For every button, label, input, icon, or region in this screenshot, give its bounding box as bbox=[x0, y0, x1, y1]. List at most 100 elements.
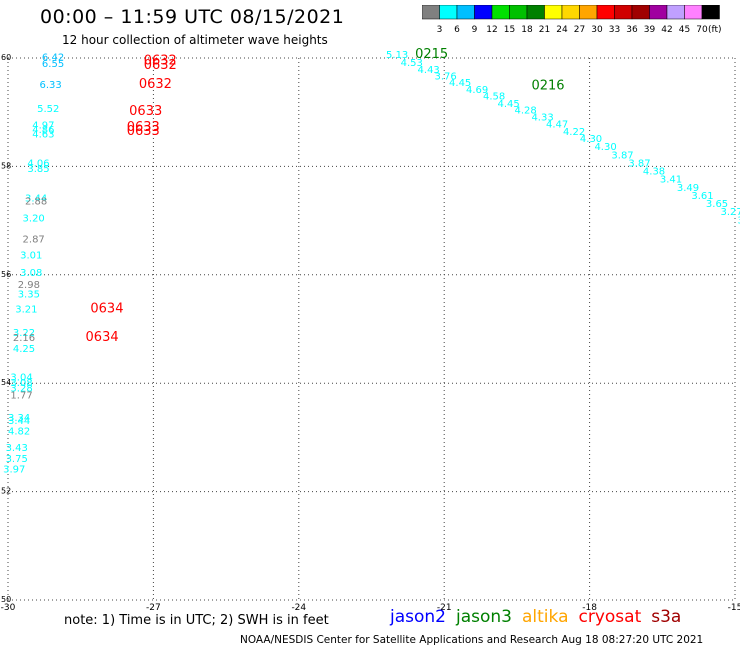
color-scale-label: 36 bbox=[626, 25, 638, 35]
color-scale-label: 30 bbox=[591, 25, 603, 35]
color-scale-label: 39 bbox=[644, 25, 656, 35]
lat-tick-label: 58 bbox=[1, 161, 11, 170]
lat-tick-label: 52 bbox=[1, 487, 11, 496]
color-scale-label: 42 bbox=[661, 25, 672, 35]
legend-item-altika: altika bbox=[522, 607, 569, 627]
wave-height-value: 4.45 bbox=[449, 78, 471, 89]
footer-note: note: 1) Time is in UTC; 2) SWH is in fe… bbox=[64, 613, 329, 628]
wave-height-value: 3.35 bbox=[18, 290, 40, 301]
wave-height-value: 3.44 bbox=[25, 194, 47, 205]
wave-height-value: 3.08 bbox=[20, 268, 42, 279]
color-scale-label: 45 bbox=[679, 25, 690, 35]
lon-tick-label: -15 bbox=[728, 603, 740, 613]
wave-height-value: 3.20 bbox=[23, 214, 45, 225]
wave-height-value: 3.41 bbox=[660, 175, 682, 186]
color-scale-label: 3 bbox=[437, 25, 443, 35]
wave-height-value: 4.38 bbox=[643, 167, 665, 178]
wave-height-value: 4.30 bbox=[594, 142, 616, 153]
wave-height-value: 3.08 bbox=[10, 378, 32, 389]
color-scale-label: 9 bbox=[472, 25, 478, 35]
wave-height-value: 1.77 bbox=[10, 390, 32, 401]
wave-height-value: 2.16 bbox=[13, 333, 35, 344]
lon-tick-label: -30 bbox=[1, 603, 16, 613]
wave-height-value: 3.65 bbox=[706, 199, 728, 210]
wave-height-value: 3.43 bbox=[6, 443, 28, 454]
pass-time-label: 0215 bbox=[415, 47, 448, 62]
page-subtitle: 12 hour collection of altimeter wave hei… bbox=[62, 33, 328, 47]
pass-time-label: 0632 bbox=[144, 54, 177, 69]
wave-height-value: 3.76 bbox=[435, 72, 457, 83]
color-swatch bbox=[701, 5, 720, 20]
wave-height-value: 4.69 bbox=[466, 85, 488, 96]
lon-tick-label: -21 bbox=[437, 603, 452, 613]
color-scale-label: 18 bbox=[521, 25, 533, 35]
lon-tick-label: -24 bbox=[291, 603, 306, 613]
wave-height-value: 3.22 bbox=[13, 328, 35, 339]
color-scale-unit: (ft) bbox=[708, 25, 722, 35]
wave-height-value: 4.63 bbox=[32, 130, 54, 141]
wave-height-value: 3.21 bbox=[15, 305, 37, 316]
page-title: 00:00 – 11:59 UTC 08/15/2021 bbox=[40, 6, 345, 28]
pass-time-label: 0216 bbox=[531, 78, 564, 93]
wave-height-value: 3.44 bbox=[8, 416, 30, 427]
legend-item-s3a: s3a bbox=[651, 607, 682, 627]
lat-tick-label: 60 bbox=[1, 53, 11, 62]
wave-height-value: 6.33 bbox=[40, 80, 62, 91]
color-scale-label: 27 bbox=[574, 25, 585, 35]
wave-height-value: 3.75 bbox=[6, 454, 28, 465]
legend-item-jason3: jason3 bbox=[456, 607, 512, 627]
color-scale-bar: 3 6 9 12 15 18 21 24 27 30 33 36 39 42 45 70 (ft) bbox=[422, 5, 722, 35]
wave-height-value: 3.73 bbox=[737, 215, 740, 226]
pass-time-label: 0633 bbox=[129, 104, 162, 119]
wave-height-value: 2.88 bbox=[25, 196, 47, 207]
pass-time-label: 0632 bbox=[139, 77, 172, 92]
wave-height-value: 3.87 bbox=[628, 158, 650, 169]
lat-tick-label: 56 bbox=[1, 270, 11, 279]
wave-height-value: 3.34 bbox=[8, 413, 30, 424]
wave-height-value: 3.04 bbox=[10, 372, 32, 383]
color-scale-label: 21 bbox=[539, 25, 550, 35]
wave-height-value: 4.43 bbox=[418, 65, 440, 76]
wave-height-value: 4.22 bbox=[563, 127, 585, 138]
wave-height-value: 4.58 bbox=[483, 92, 505, 103]
pass-time-label: 0633 bbox=[127, 120, 160, 135]
wave-height-value: 2.98 bbox=[18, 280, 40, 291]
lat-tick-label: 50 bbox=[1, 595, 11, 604]
wave-height-value: 4.82 bbox=[8, 427, 30, 438]
color-scale-label: 12 bbox=[486, 25, 497, 35]
color-scale-label: 24 bbox=[556, 25, 568, 35]
footer-credit: NOAA/NESDIS Center for Satellite Applica… bbox=[240, 634, 704, 646]
wave-height-value: 3.01 bbox=[20, 251, 42, 262]
wave-height-value: 4.33 bbox=[531, 112, 553, 123]
lat-tick-label: 54 bbox=[1, 378, 11, 387]
wave-height-value: 4.06 bbox=[27, 158, 49, 169]
wave-height-value: 3.87 bbox=[611, 150, 633, 161]
pass-time-label: 0634 bbox=[90, 302, 123, 317]
wave-height-value: 4.28 bbox=[514, 105, 536, 116]
wave-height-value: 4.30 bbox=[580, 134, 602, 145]
wave-height-value: 4.45 bbox=[498, 99, 520, 110]
wave-height-value: 4.25 bbox=[13, 344, 35, 355]
color-scale-label: 15 bbox=[504, 25, 515, 35]
pass-time-label: 0634 bbox=[86, 330, 119, 345]
color-scale-label: 33 bbox=[609, 25, 620, 35]
wave-height-value: 5.52 bbox=[37, 104, 59, 115]
legend-item-cryosat: cryosat bbox=[578, 607, 642, 627]
wave-height-value: 3.49 bbox=[677, 183, 699, 194]
legend-item-jason2: jason2 bbox=[390, 607, 446, 627]
wave-height-value: 4.47 bbox=[546, 119, 568, 130]
wave-height-value: 3.28 bbox=[10, 383, 32, 394]
color-scale-label: 70 bbox=[696, 25, 708, 35]
wave-height-value: 3.85 bbox=[27, 164, 49, 175]
wave-height-value: 6.42 bbox=[42, 53, 64, 64]
lon-tick-label: -18 bbox=[582, 603, 597, 613]
wave-height-value: 3.27 bbox=[720, 207, 740, 218]
wave-height-value: 4.86 bbox=[32, 125, 54, 136]
wave-height-value: 5.13 bbox=[386, 50, 408, 61]
lon-tick-label: -27 bbox=[146, 603, 161, 613]
wave-height-value: 4.97 bbox=[32, 120, 54, 131]
satellite-legend: jason2 jason3 altika cryosat s3a bbox=[390, 607, 691, 627]
wave-height-value: 3.97 bbox=[3, 465, 25, 476]
wave-height-value: 4.53 bbox=[401, 58, 423, 69]
